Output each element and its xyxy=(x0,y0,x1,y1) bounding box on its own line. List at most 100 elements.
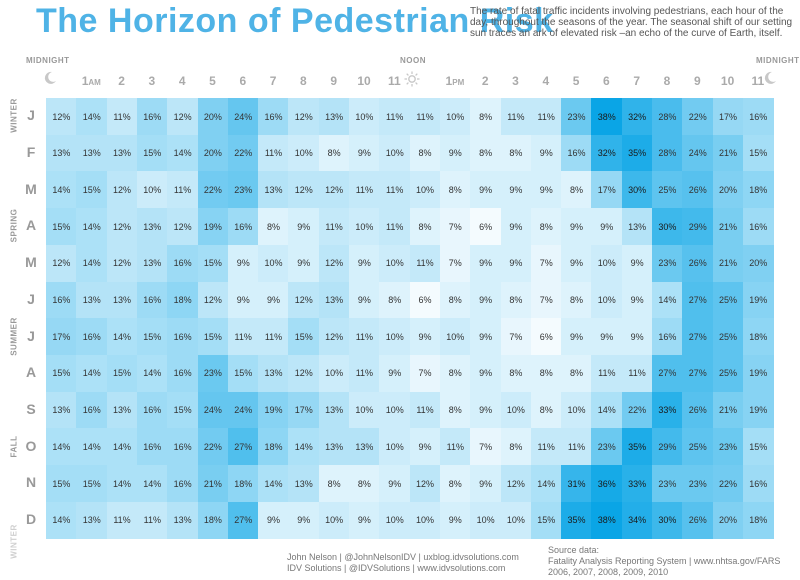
cell-value-label: 8% xyxy=(569,368,583,379)
cell-value-label: 9% xyxy=(479,258,493,269)
heatmap-cell: 20% xyxy=(712,171,744,209)
cell-value-label: 21% xyxy=(718,221,737,232)
heatmap-cell: 11% xyxy=(409,98,441,136)
midnight-label-right: MIDNIGHT xyxy=(756,56,800,65)
cell-value-label: 20% xyxy=(718,515,737,526)
heatmap-cell: 15% xyxy=(742,428,774,466)
cell-value-label: 16% xyxy=(173,478,192,489)
heatmap-cell: 25% xyxy=(682,428,714,466)
heatmap-cell: 12% xyxy=(167,98,198,136)
heatmap-cell: 13% xyxy=(46,391,77,429)
cell-value-label: 18% xyxy=(173,295,192,306)
heatmap-cell: 9% xyxy=(258,501,289,539)
heatmap-cell: 13% xyxy=(318,428,350,466)
heatmap-cell: 12% xyxy=(106,171,138,209)
hour-label: 5 xyxy=(561,74,591,88)
heatmap-cell: 36% xyxy=(591,465,623,503)
cell-value-label: 9% xyxy=(630,295,644,306)
cell-value-label: 9% xyxy=(357,515,371,526)
heatmap-cell: 13% xyxy=(258,354,289,393)
heatmap-cell: 24% xyxy=(227,98,259,136)
month-label: M xyxy=(25,180,37,197)
cell-value-label: 15% xyxy=(143,331,162,342)
heatmap-cell: 11% xyxy=(318,208,350,246)
cell-value-label: 8% xyxy=(327,478,341,489)
heatmap-cell: 27% xyxy=(682,318,714,356)
heatmap-cell: 16% xyxy=(742,208,774,246)
cell-value-label: 8% xyxy=(509,368,523,379)
heatmap-cell: 15% xyxy=(227,354,259,393)
heatmap-cell: 18% xyxy=(197,501,229,539)
heatmap-cell: 11% xyxy=(500,98,532,136)
heatmap-cell: 21% xyxy=(712,134,744,172)
heatmap-cell: 12% xyxy=(409,465,441,503)
heatmap-cell: 21% xyxy=(712,391,744,429)
heatmap-cell: 14% xyxy=(258,465,289,503)
cell-value-label: 10% xyxy=(506,515,525,526)
cell-value-label: 15% xyxy=(143,148,162,159)
heatmap-cell: 9% xyxy=(379,465,411,503)
heatmap-cell: 9% xyxy=(439,134,471,172)
cell-value-label: 13% xyxy=(52,148,71,159)
heatmap-cell: 7% xyxy=(409,354,441,393)
cell-value-label: 15% xyxy=(749,441,768,452)
cell-value-label: 23% xyxy=(597,441,616,452)
month-label: M xyxy=(25,254,37,271)
cell-value-label: 24% xyxy=(234,111,253,122)
cell-value-label: 18% xyxy=(203,515,222,526)
heatmap-cell: 11% xyxy=(561,428,592,466)
cell-value-label: 14% xyxy=(52,515,71,526)
heatmap-cell: 13% xyxy=(106,134,138,172)
cell-value-label: 9% xyxy=(357,258,371,269)
cell-value-label: 16% xyxy=(143,111,162,122)
heatmap-cell: 9% xyxy=(288,208,320,246)
cell-value-label: 14% xyxy=(112,441,131,452)
heatmap-cell: 11% xyxy=(621,354,653,393)
hour-label: 6 xyxy=(591,74,621,88)
heatmap-cell: 16% xyxy=(136,391,168,429)
heatmap-cell: 7% xyxy=(439,208,471,246)
heatmap-cell: 14% xyxy=(652,281,683,319)
cell-value-label: 25% xyxy=(718,295,737,306)
heatmap-cell: 10% xyxy=(288,134,320,172)
heatmap-cell: 16% xyxy=(167,318,198,356)
hour-label: 10 xyxy=(713,74,743,88)
heatmap-cell: 32% xyxy=(621,98,653,136)
cell-value-label: 24% xyxy=(203,405,222,416)
cell-value-label: 13% xyxy=(112,295,131,306)
heatmap-cell: 31% xyxy=(561,465,592,503)
cell-value-label: 9% xyxy=(479,478,493,489)
cell-value-label: 25% xyxy=(658,184,677,195)
heatmap-cell: 34% xyxy=(621,501,653,539)
credit-line-1: John Nelson | @JohnNelsonIDV | uxblog.id… xyxy=(287,552,519,562)
heatmap-cell: 6% xyxy=(470,208,501,246)
heatmap-cell: 12% xyxy=(318,171,350,209)
month-label: O xyxy=(25,437,37,454)
cell-value-label: 10% xyxy=(385,441,404,452)
cell-value-label: 9% xyxy=(479,331,493,342)
heatmap-cell: 25% xyxy=(652,171,683,209)
cell-value-label: 8% xyxy=(509,295,523,306)
heatmap-cell: 35% xyxy=(621,428,653,466)
heatmap-cell: 10% xyxy=(379,428,411,466)
heatmap-cell: 29% xyxy=(652,428,683,466)
cell-value-label: 22% xyxy=(203,441,222,452)
hour-number: 2 xyxy=(481,74,489,88)
cell-value-label: 14% xyxy=(52,184,71,195)
cell-value-label: 25% xyxy=(718,368,737,379)
cell-value-label: 8% xyxy=(418,221,432,232)
heatmap-cell: 9% xyxy=(470,281,501,319)
cell-value-label: 7% xyxy=(448,221,462,232)
cell-value-label: 36% xyxy=(597,478,616,489)
cell-value-label: 13% xyxy=(355,441,374,452)
cell-value-label: 11% xyxy=(355,184,374,195)
hour-number: 1 xyxy=(81,74,89,88)
cell-value-label: 7% xyxy=(539,295,553,306)
heatmap-cell: 18% xyxy=(258,428,289,466)
heatmap-cell: 8% xyxy=(439,354,471,393)
heatmap-cell: 12% xyxy=(288,98,320,136)
cell-value-label: 29% xyxy=(688,221,707,232)
cell-value-label: 7% xyxy=(479,441,493,452)
hour-number: 1 xyxy=(445,74,453,88)
cell-value-label: 10% xyxy=(294,148,313,159)
